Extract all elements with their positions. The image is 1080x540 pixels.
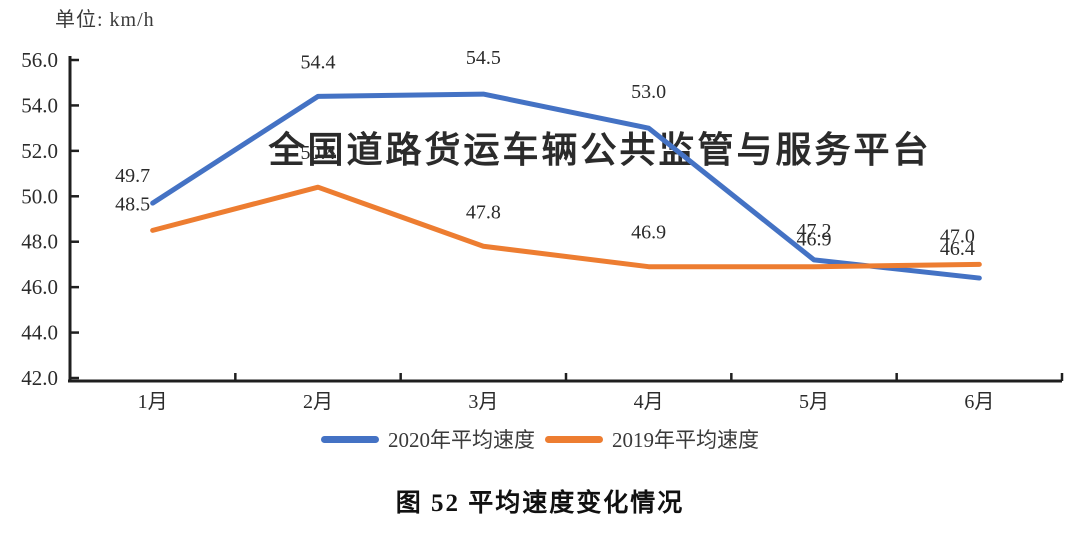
chart-legend: 2020年平均速度 2019年平均速度 xyxy=(0,423,1080,455)
data-label: 54.4 xyxy=(301,51,336,73)
x-category-label: 4月 xyxy=(634,391,664,413)
x-category-label: 5月 xyxy=(799,391,829,413)
data-label: 46.4 xyxy=(940,238,975,260)
legend-item-2020: 2020年平均速度 xyxy=(321,424,535,454)
series-line-2020 xyxy=(150,91,982,281)
axes: 56.0 54.0 52.0 50.0 48.0 46.0 44.0 42.0 1月 2月 3月 4月… xyxy=(21,48,1064,413)
legend-label-2020: 2020年平均速度 xyxy=(388,428,535,452)
x-category-label: 3月 xyxy=(468,391,498,413)
x-category-label: 2月 xyxy=(303,391,333,413)
y-tick-label: 48.0 xyxy=(21,230,58,254)
series-lines xyxy=(150,91,982,281)
y-tick-label: 50.0 xyxy=(21,184,58,208)
y-tick-label: 54.0 xyxy=(21,93,58,117)
unit-label: 单位: km/h xyxy=(55,8,155,31)
data-label: 46.9 xyxy=(631,222,666,244)
data-label: 54.5 xyxy=(466,47,501,69)
y-tick-label: 44.0 xyxy=(21,321,58,345)
legend-item-2019: 2019年平均速度 xyxy=(545,424,759,454)
data-label: 47.2 xyxy=(797,220,832,242)
figure-caption: 图 52 平均速度变化情况 xyxy=(395,490,685,517)
data-labels: 49.7 54.4 54.5 53.0 47.2 46.4 48.5 50.4 47.8 46.9… xyxy=(115,47,975,260)
data-label: 50.4 xyxy=(301,142,336,164)
data-label: 53.0 xyxy=(631,81,666,103)
legend-label-2019: 2019年平均速度 xyxy=(612,428,759,452)
data-label: 46.9 xyxy=(797,229,832,251)
y-tick-label: 42.0 xyxy=(21,366,58,390)
watermark-text: 全国道路货运车辆公共监管与服务平台 xyxy=(267,129,931,171)
series-line-2019 xyxy=(150,184,982,270)
y-tick-label: 56.0 xyxy=(21,48,58,72)
legend-swatch-2020-icon xyxy=(321,435,379,443)
data-label: 49.7 xyxy=(115,165,150,187)
data-label: 48.5 xyxy=(115,193,150,215)
legend-swatch-2019-icon xyxy=(545,435,603,443)
x-category-label: 6月 xyxy=(964,391,994,413)
data-label: 47.8 xyxy=(466,201,501,223)
y-tick-label: 52.0 xyxy=(21,139,58,163)
data-label: 47.0 xyxy=(940,225,975,247)
x-category-label: 1月 xyxy=(138,391,168,413)
average-speed-line-chart: 单位: km/h 56.0 54.0 52.0 50.0 48.0 46.0 44.0 42.… xyxy=(21,8,1064,413)
y-tick-label: 46.0 xyxy=(21,275,58,299)
